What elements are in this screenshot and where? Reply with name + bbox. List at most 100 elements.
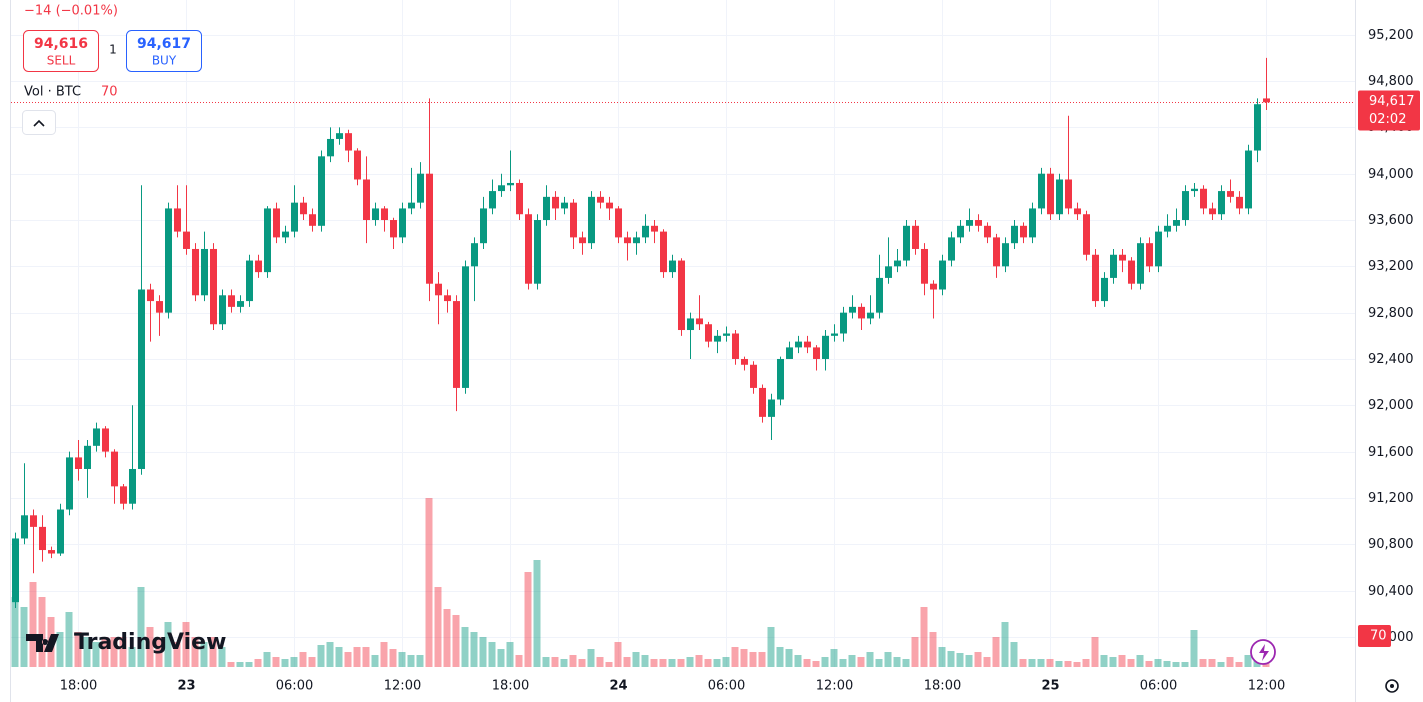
settings-dot	[1390, 684, 1394, 688]
candle-body	[804, 341, 811, 348]
volume-bar	[380, 642, 388, 667]
x-tick-label: 24	[609, 679, 627, 694]
volume-bar	[200, 642, 208, 667]
candle-body	[1002, 243, 1009, 267]
logo-mark	[26, 634, 59, 652]
candle-body	[273, 208, 280, 238]
y-tick-label: 92,800	[1368, 306, 1414, 321]
volume-bar	[560, 659, 568, 667]
volume-bar	[434, 587, 442, 667]
candle-body	[660, 231, 667, 273]
x-tick-label: 23	[177, 679, 195, 694]
volume-bar	[407, 655, 415, 667]
volume-bar	[362, 647, 370, 667]
candle-body	[885, 266, 892, 278]
candle-body	[1128, 260, 1135, 284]
volume-bar	[182, 622, 190, 667]
candle-body	[822, 335, 829, 359]
candle-body	[642, 225, 649, 238]
x-tick-label: 18:00	[924, 679, 961, 694]
candle-body	[561, 202, 568, 209]
candle-body	[930, 283, 937, 290]
volume-bar	[1100, 655, 1108, 667]
volume-bar	[56, 632, 64, 667]
candle-body	[741, 358, 748, 365]
candle-body	[867, 312, 874, 319]
volume-bar	[803, 659, 811, 667]
y-tick-label: 92,000	[1368, 398, 1414, 413]
candle-body	[435, 283, 442, 296]
volume-bar	[1145, 661, 1153, 667]
settings-icon[interactable]	[1385, 679, 1399, 693]
candle-body	[714, 335, 721, 342]
last-price-tag	[1358, 90, 1420, 131]
candle-body	[1146, 243, 1153, 267]
candle-body	[336, 133, 343, 139]
volume-bar	[839, 659, 847, 667]
candle-body	[129, 468, 136, 504]
collapse-button[interactable]	[22, 110, 56, 135]
buy-button[interactable]	[126, 30, 202, 72]
candle-body	[858, 306, 865, 319]
candle-body	[21, 515, 28, 539]
candle-body	[921, 248, 928, 284]
volume-bar	[1064, 661, 1072, 667]
candle-body	[282, 231, 289, 238]
candle-body	[975, 220, 982, 226]
volume-bar	[785, 649, 793, 667]
volume-bar	[947, 651, 955, 667]
sell-button[interactable]	[23, 30, 99, 72]
last-price-label: 94,617	[1369, 94, 1415, 109]
volume-bar	[353, 647, 361, 667]
candle-body	[615, 208, 622, 238]
volume-bar	[569, 655, 577, 667]
candle-body	[957, 225, 964, 238]
candle-body	[399, 208, 406, 238]
candle-body	[894, 260, 901, 267]
volume-bar	[263, 652, 271, 667]
volume-bar	[155, 637, 163, 667]
assistant-bolt	[1259, 644, 1269, 661]
candle-body	[993, 237, 1000, 267]
candle-body	[462, 266, 469, 388]
candle-body	[1191, 188, 1198, 192]
volume-bar	[11, 597, 19, 667]
volume-bar	[65, 612, 73, 667]
volume-bar	[920, 607, 928, 667]
candle-body	[192, 248, 199, 296]
volume-bar	[281, 659, 289, 667]
candle-body	[705, 324, 712, 342]
candle-body	[498, 185, 505, 192]
volume-bar	[1037, 659, 1045, 667]
candle-body	[318, 156, 325, 226]
volume-bar	[209, 637, 217, 667]
volume-bar	[623, 657, 631, 667]
volume-bar	[740, 649, 748, 667]
x-tick-label: 25	[1041, 679, 1059, 694]
volume-bar	[74, 632, 82, 667]
volume-bar	[1136, 655, 1144, 667]
volume-bar	[533, 560, 541, 667]
candle-body	[903, 225, 910, 261]
volume-bar	[1217, 662, 1225, 667]
candle-body	[1038, 173, 1045, 209]
volume-bar	[857, 657, 865, 667]
candle-body	[1047, 173, 1054, 215]
brand-logo: TradingView	[26, 630, 226, 655]
y-tick-label: 93,600	[1368, 213, 1414, 228]
volume-bar	[1073, 662, 1081, 667]
candle-body	[228, 295, 235, 307]
candle-body	[363, 179, 370, 221]
candle-body	[291, 202, 298, 232]
volume-bar	[1226, 657, 1234, 667]
candle-body	[183, 231, 190, 249]
volume-bar	[938, 647, 946, 667]
candle-body	[66, 457, 73, 510]
candle-body	[831, 333, 838, 336]
volume-bar	[524, 572, 532, 667]
candle-body	[777, 358, 784, 400]
volume-bar	[587, 649, 595, 667]
volume-bar	[227, 662, 235, 667]
volume-bar	[506, 642, 514, 667]
